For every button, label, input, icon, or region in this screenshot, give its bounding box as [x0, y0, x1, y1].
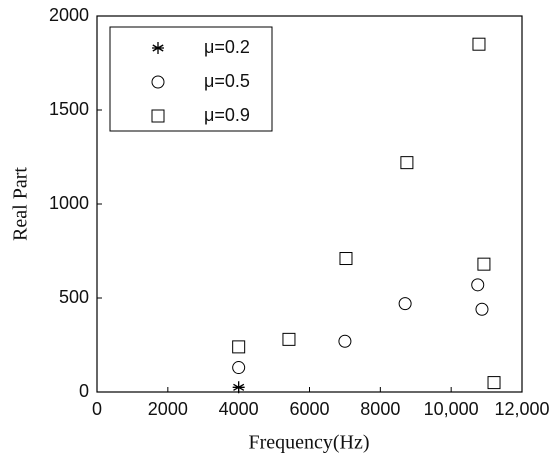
square-marker: [477, 257, 491, 271]
legend-marker: [152, 42, 164, 54]
legend-box: [109, 26, 273, 132]
y-tick-label: 1000: [49, 193, 89, 213]
square-marker: [232, 340, 246, 354]
circle-marker: [398, 297, 412, 311]
legend-label: μ=0.2: [204, 37, 250, 57]
square-marker: [282, 332, 296, 346]
legend-marker: [151, 75, 165, 89]
y-tick-label: 500: [59, 287, 89, 307]
x-tick-label: 0: [92, 399, 102, 419]
square-marker: [339, 252, 353, 266]
square-marker: [400, 156, 414, 170]
x-axis-label: Frequency(Hz): [248, 432, 369, 454]
y-axis-label: Real Part: [10, 167, 32, 241]
circle-marker: [232, 361, 246, 375]
circle-marker: [475, 302, 489, 316]
x-tick-label: 8000: [360, 399, 400, 419]
y-tick-label: 2000: [49, 5, 89, 25]
circle-marker: [471, 278, 485, 292]
circle-marker: [338, 334, 352, 348]
square-marker: [472, 37, 486, 51]
x-tick-label: 4000: [219, 399, 259, 419]
x-tick-label: 10,000: [424, 399, 479, 419]
x-tick-label: 2000: [148, 399, 188, 419]
square-marker: [487, 376, 501, 390]
x-tick-label: 12,000: [494, 399, 549, 419]
legend-marker: [151, 109, 165, 123]
legend-label: μ=0.5: [204, 71, 250, 91]
star-marker: [232, 381, 245, 394]
y-tick-label: 0: [79, 381, 89, 401]
y-tick-label: 1500: [49, 99, 89, 119]
legend-label: μ=0.9: [204, 105, 250, 125]
x-tick-label: 6000: [289, 399, 329, 419]
